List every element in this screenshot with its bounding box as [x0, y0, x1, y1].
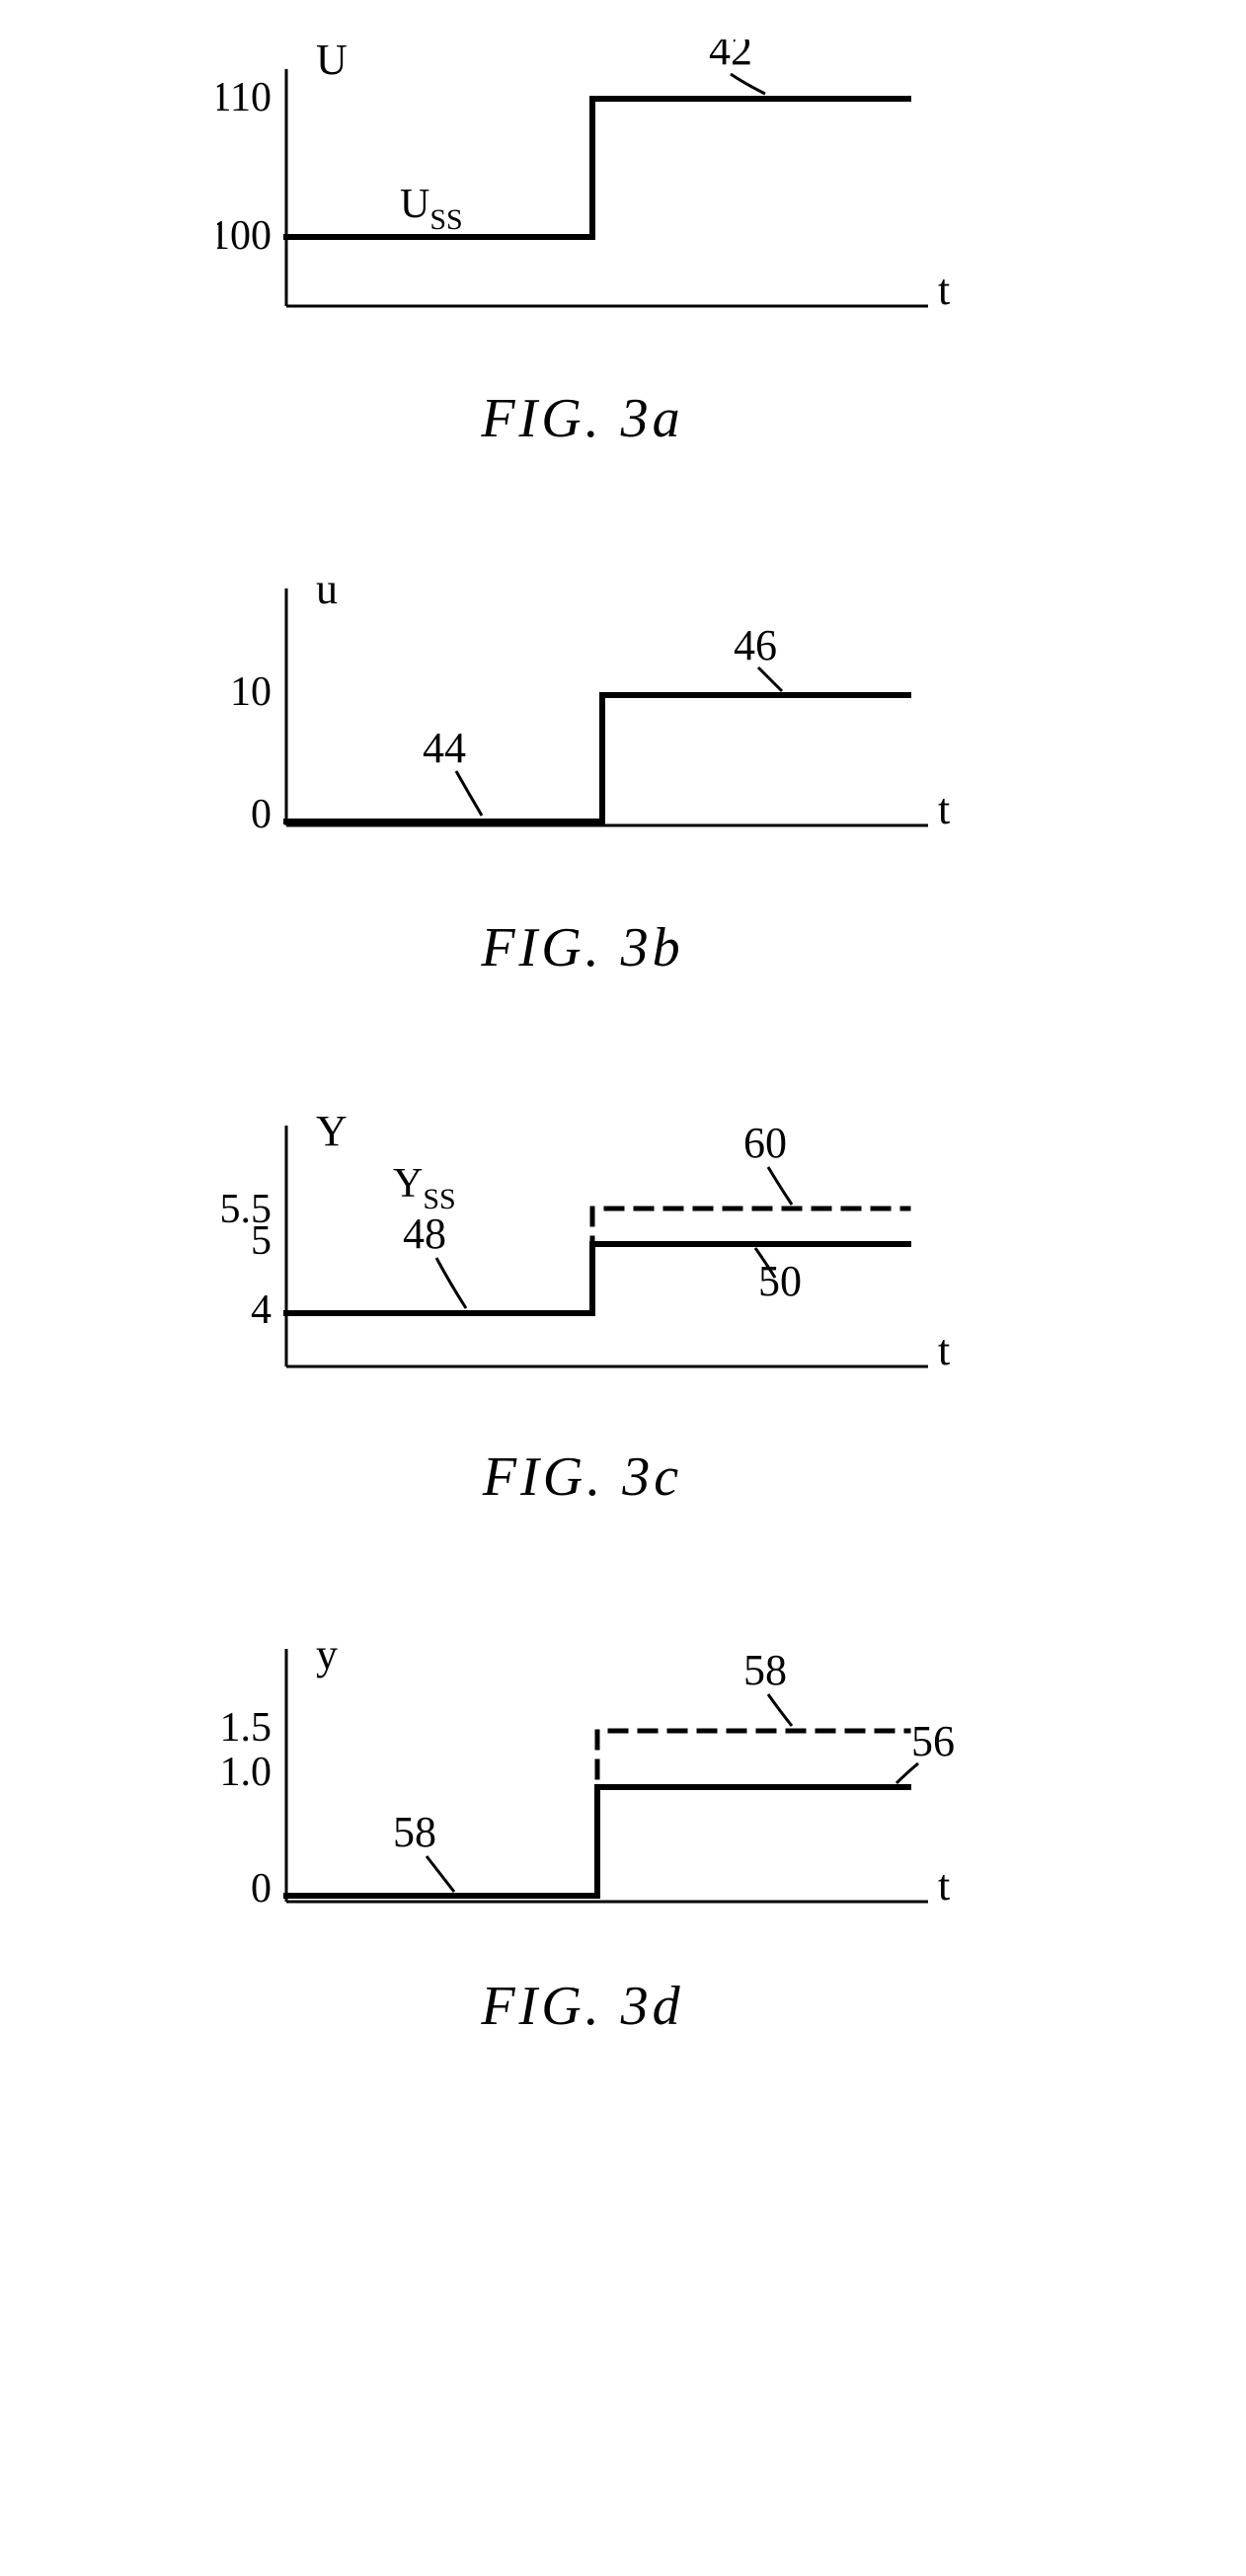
y-axis-label: Y — [316, 1107, 348, 1155]
chart-3c-svg: Y t 5.5 5 4 YSS 48 60 50 — [217, 1098, 987, 1414]
leader-60 — [768, 1167, 792, 1205]
x-axis-label: t — [938, 1326, 950, 1374]
x-axis-label: t — [938, 785, 950, 833]
yss-label: YSS — [393, 1161, 456, 1215]
step-trace — [286, 1787, 908, 1896]
callout-46: 46 — [734, 621, 777, 669]
y-axis-label: u — [316, 569, 338, 613]
callout-60: 60 — [743, 1119, 787, 1167]
figure-3a: U t 110 100 USS 42 FIG. 3a — [20, 39, 1226, 450]
callout-56: 56 — [911, 1717, 955, 1765]
y-axis-label: U — [316, 39, 348, 84]
callout-58-left: 58 — [393, 1808, 436, 1856]
tick-0: 0 — [251, 1866, 272, 1912]
chart-3a-svg: U t 110 100 USS 42 — [217, 39, 987, 355]
uss-label: USS — [400, 182, 463, 236]
tick-10: 10 — [230, 669, 272, 715]
caption-3b: FIG. 3b — [217, 916, 948, 979]
caption-3a: FIG. 3a — [217, 387, 948, 450]
dashed-trace — [592, 1209, 908, 1313]
tick-5: 5 — [251, 1218, 272, 1264]
tick-10: 1.0 — [220, 1750, 273, 1795]
tick-110: 110 — [217, 75, 272, 120]
tick-4: 4 — [251, 1288, 272, 1333]
callout-58-top: 58 — [743, 1646, 787, 1694]
tick-0: 0 — [251, 792, 272, 837]
leader-46 — [758, 667, 782, 691]
dashed-trace — [597, 1731, 908, 1896]
plot-3c: Y t 5.5 5 4 YSS 48 60 50 — [217, 1098, 948, 1434]
plot-3b: u t 10 0 44 46 — [217, 569, 948, 904]
leader-42 — [731, 74, 765, 94]
figure-3c: Y t 5.5 5 4 YSS 48 60 50 FIG. 3c — [20, 1098, 1226, 1509]
step-trace — [286, 99, 908, 237]
leader-58-top — [768, 1694, 792, 1726]
plot-3a: U t 110 100 USS 42 — [217, 39, 948, 375]
figure-3b: u t 10 0 44 46 FIG. 3b — [20, 569, 1226, 979]
x-axis-label: t — [938, 1861, 950, 1910]
leader-48 — [436, 1258, 466, 1308]
x-axis-label: t — [938, 266, 950, 314]
leader-44 — [456, 771, 482, 816]
caption-3c: FIG. 3c — [217, 1445, 948, 1509]
callout-44: 44 — [423, 724, 466, 772]
caption-3d: FIG. 3d — [217, 1975, 948, 2038]
leader-56 — [896, 1763, 918, 1783]
tick-15: 1.5 — [220, 1705, 273, 1751]
callout-42: 42 — [709, 39, 752, 74]
step-trace — [286, 695, 908, 821]
y-axis-label: y — [316, 1630, 338, 1678]
figure-3d: y t 1.5 1.0 0 58 58 56 FIG. 3d — [20, 1627, 1226, 2038]
callout-48: 48 — [403, 1210, 446, 1258]
step-trace — [286, 1244, 908, 1313]
tick-100: 100 — [217, 213, 272, 259]
chart-3b-svg: u t 10 0 44 46 — [217, 569, 987, 885]
chart-3d-svg: y t 1.5 1.0 0 58 58 56 — [217, 1627, 987, 1943]
plot-3d: y t 1.5 1.0 0 58 58 56 — [217, 1627, 948, 1963]
leader-58-left — [427, 1856, 454, 1892]
